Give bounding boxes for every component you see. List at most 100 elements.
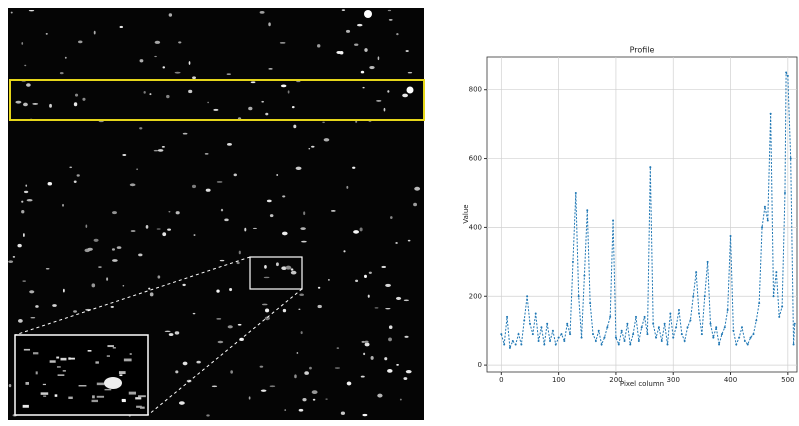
profile-point: [718, 343, 721, 346]
speckle: [227, 325, 233, 329]
profile-point: [712, 336, 715, 339]
speckle: [85, 224, 88, 228]
speckle: [24, 64, 27, 67]
profile-point: [793, 322, 796, 325]
speckle: [161, 146, 165, 148]
profile-point: [663, 322, 666, 325]
speckle: [390, 216, 393, 220]
speckle: [357, 23, 363, 27]
profile-point: [740, 326, 743, 329]
speckle: [122, 284, 125, 287]
speckle: [364, 10, 372, 18]
speckle: [121, 398, 126, 402]
speckle: [73, 102, 78, 107]
profile-point: [683, 340, 686, 343]
speckle: [367, 294, 370, 298]
speckle: [93, 238, 99, 242]
profile-point: [680, 333, 683, 336]
speckle: [29, 290, 35, 294]
profile-point: [657, 326, 660, 329]
speckle: [341, 9, 346, 11]
profile-point: [652, 322, 655, 325]
profile-point: [743, 340, 746, 343]
profile-point: [528, 322, 531, 325]
speckle: [178, 401, 185, 405]
speckle: [260, 389, 267, 392]
profile-point: [623, 340, 626, 343]
speckle: [139, 59, 144, 63]
speckle: [25, 381, 30, 385]
speckle: [250, 81, 256, 84]
speckle: [166, 94, 170, 99]
speckle: [129, 183, 136, 187]
x-tick-label: 0: [499, 376, 503, 384]
speckle: [35, 305, 39, 308]
speckle: [47, 181, 53, 186]
speckle: [239, 337, 244, 342]
speckle: [62, 370, 66, 372]
speckle: [261, 100, 265, 103]
zoom-region: [249, 256, 303, 290]
speckle: [300, 227, 306, 231]
profile-point: [789, 157, 792, 160]
zoom-inset: [14, 334, 149, 416]
profile-point: [617, 343, 620, 346]
speckle: [284, 409, 287, 411]
speckle: [49, 103, 52, 108]
profile-point: [609, 315, 612, 318]
speckle: [323, 138, 330, 142]
speckle: [290, 268, 294, 271]
plot-area: [486, 56, 798, 373]
profile-point: [783, 191, 786, 194]
speckle: [28, 9, 35, 12]
speckle: [110, 305, 114, 308]
profile-point: [660, 340, 663, 343]
profile-point: [577, 295, 580, 298]
speckle: [145, 225, 149, 229]
speckle: [290, 270, 297, 275]
speckle: [282, 195, 286, 198]
speckle: [23, 102, 28, 107]
speckle: [396, 363, 399, 366]
zoom-connector: [14, 256, 251, 336]
speckle: [178, 41, 182, 44]
profile-point: [557, 336, 560, 339]
speckle: [35, 371, 38, 375]
speckle: [205, 188, 211, 192]
profile-point: [709, 322, 712, 325]
speckle: [62, 288, 65, 293]
speckle: [192, 312, 196, 315]
speckle: [129, 353, 132, 355]
profile-point: [672, 336, 675, 339]
profile-point: [614, 336, 617, 339]
profile-point: [632, 333, 635, 336]
profile-point: [715, 326, 718, 329]
speckle: [405, 50, 409, 52]
x-tick-label: 400: [724, 376, 737, 384]
speckle: [73, 180, 77, 183]
profile-point: [612, 219, 615, 222]
speckle: [399, 398, 402, 401]
speckle: [182, 132, 188, 135]
speckle: [404, 335, 409, 338]
speckle: [330, 210, 336, 212]
speckle: [164, 330, 171, 333]
speckle: [21, 200, 24, 203]
speckle: [352, 166, 356, 169]
profile-point: [540, 326, 543, 329]
profile-point: [503, 343, 506, 346]
speckle: [128, 391, 137, 395]
speckle: [384, 357, 388, 361]
speckle: [281, 231, 288, 236]
speckle: [76, 174, 80, 177]
speckle: [230, 370, 233, 374]
speckle: [279, 42, 286, 44]
speckle: [122, 154, 127, 156]
speckle: [293, 124, 297, 129]
speckle: [91, 399, 99, 403]
speckle: [174, 331, 180, 335]
speckle: [112, 211, 117, 215]
speckle: [32, 103, 39, 105]
speckle: [22, 280, 26, 282]
speckle: [281, 266, 287, 270]
